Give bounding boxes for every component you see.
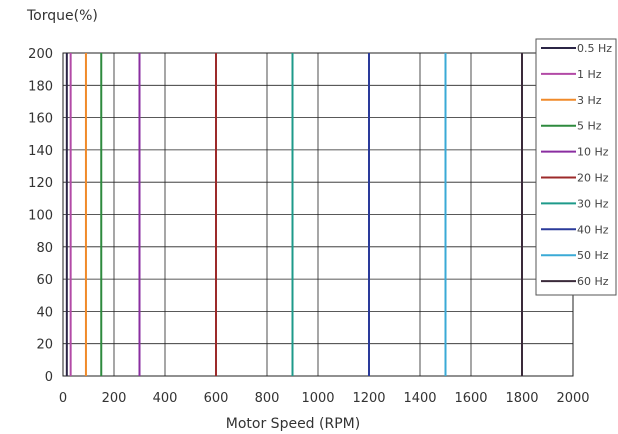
x-tick-label: 1200 bbox=[352, 391, 385, 406]
x-tick-labels: 0 200 400 600 800 1000 1200 1400 1600 1800 2000 bbox=[59, 391, 590, 406]
y-tick-label: 200 bbox=[28, 47, 53, 62]
legend-label: 20 Hz bbox=[577, 172, 609, 185]
legend-label: 50 Hz bbox=[577, 249, 609, 262]
x-tick-label: 2000 bbox=[556, 391, 589, 406]
legend-box bbox=[535, 38, 617, 296]
x-axis-title: Motor Speed (RPM) bbox=[226, 416, 360, 432]
x-tick-label: 600 bbox=[204, 391, 229, 406]
x-tick-label: 800 bbox=[255, 391, 280, 406]
legend-label: 30 Hz bbox=[577, 197, 609, 210]
y-tick-label: 60 bbox=[36, 273, 53, 288]
y-tick-label: 140 bbox=[28, 144, 53, 159]
y-tick-labels: 0 20 40 60 80 100 120 140 160 180 200 bbox=[28, 47, 53, 385]
x-tick-label: 1000 bbox=[301, 391, 334, 406]
y-tick-label: 180 bbox=[28, 79, 53, 94]
y-tick-label: 120 bbox=[28, 176, 53, 191]
legend-label: 10 Hz bbox=[577, 146, 609, 159]
y-tick-label: 160 bbox=[28, 112, 53, 127]
legend-label: 40 Hz bbox=[577, 223, 609, 236]
x-tick-label: 200 bbox=[102, 391, 127, 406]
y-tick-label: 100 bbox=[28, 209, 53, 224]
legend-label: 0.5 Hz bbox=[577, 42, 612, 55]
y-tick-label: 40 bbox=[36, 305, 53, 320]
series-layer bbox=[65, 53, 523, 376]
x-tick-label: 1600 bbox=[454, 391, 487, 406]
y-tick-label: 80 bbox=[36, 241, 53, 256]
x-tick-label: 1800 bbox=[505, 391, 538, 406]
x-tick-label: 1400 bbox=[403, 391, 436, 406]
x-tick-label: 400 bbox=[153, 391, 178, 406]
y-tick-label: 0 bbox=[45, 370, 53, 385]
legend-label: 3 Hz bbox=[577, 94, 602, 107]
legend-label: 1 Hz bbox=[577, 68, 602, 81]
y-axis-title: Torque(%) bbox=[26, 8, 98, 24]
legend-label: 5 Hz bbox=[577, 120, 602, 133]
legend-label: 60 Hz bbox=[577, 275, 609, 288]
x-tick-label: 0 bbox=[59, 391, 67, 406]
y-tick-label: 20 bbox=[36, 338, 53, 353]
legend: 0.5 Hz 1 Hz 3 Hz 5 Hz 10 Hz 20 Hz 30 Hz 40 Hz 50… bbox=[535, 38, 617, 296]
